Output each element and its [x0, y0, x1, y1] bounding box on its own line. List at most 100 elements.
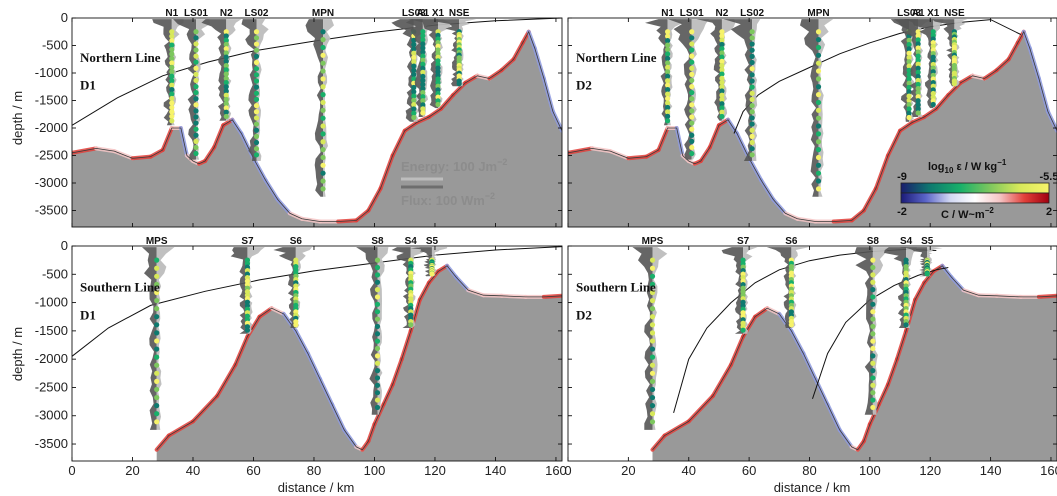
dissipation-point: [320, 123, 326, 129]
dissipation-point: [223, 71, 229, 77]
dissipation-point: [915, 61, 921, 67]
dissipation-point: [689, 144, 695, 151]
dissipation-point: [169, 91, 175, 97]
station-label: S8: [867, 236, 880, 247]
y-tick-label: -2000: [35, 120, 68, 135]
dissipation-point: [924, 271, 930, 277]
station-profile-ls02: [723, 19, 761, 161]
x-tick-label: 40: [186, 463, 200, 478]
dissipation-point: [815, 99, 822, 106]
dissipation-point: [665, 64, 671, 70]
dissipation-point: [193, 53, 199, 59]
dissipation-point: [223, 67, 229, 73]
dissipation-point: [253, 103, 260, 109]
dissipation-point: [749, 146, 755, 152]
dissipation-point: [223, 109, 229, 115]
dissipation-point: [169, 46, 175, 53]
dissipation-point: [815, 44, 822, 51]
station-profile-ls02: [241, 19, 269, 161]
dissipation-point: [649, 289, 656, 296]
dissipation-point: [420, 106, 426, 112]
station-profile-s8: [356, 247, 389, 415]
dissipation-point: [435, 72, 441, 78]
flux-profile: [273, 247, 296, 329]
x-tick-label: 100: [364, 463, 386, 478]
dissipation-point: [749, 109, 755, 115]
station-profile-nse: [435, 19, 477, 87]
station-profile-x1: [408, 19, 451, 109]
dissipation-point: [253, 35, 260, 41]
dissipation-point: [915, 81, 921, 88]
dissipation-point: [870, 264, 876, 271]
axes-nl-d2: [567, 17, 1057, 228]
dissipation-point: [649, 370, 656, 376]
dissipation-point: [719, 71, 725, 77]
energy-profile: [156, 247, 175, 430]
dissipation-point: [420, 85, 426, 92]
dissipation-point: [435, 83, 441, 89]
dissipation-point: [169, 42, 175, 48]
station-profile-a1: [405, 19, 440, 118]
dissipation-point: [930, 83, 936, 89]
station-label: LS03: [897, 8, 921, 19]
colorbar-group: log10 ε / W kg−1 -9 -5.5 -2 2 C / W~m−2: [897, 158, 1057, 221]
dissipation-point: [665, 82, 671, 88]
station-profile-mpn: [305, 19, 334, 197]
x-tick-label: 100: [859, 463, 881, 478]
flux-profile: [152, 19, 172, 126]
dissipation-point: [749, 139, 755, 146]
dissipation-point: [223, 37, 229, 43]
dissipation-point: [689, 83, 695, 90]
dissipation-point: [420, 102, 426, 108]
dissipation-point: [411, 46, 417, 52]
dissipation-point: [154, 289, 160, 296]
bathymetry-outline: [72, 30, 562, 222]
dissipation-point: [374, 360, 381, 366]
dissipation-point: [253, 127, 260, 133]
bathymetry-outline: [568, 30, 1057, 222]
energy-profile: [323, 19, 334, 197]
dissipation-point: [906, 37, 912, 43]
y-tick-label: 0: [61, 238, 68, 253]
dissipation-point: [815, 107, 822, 113]
dissipation-point: [915, 94, 921, 100]
conversion-colorbar-min: -2: [897, 206, 907, 218]
dissipation-point: [435, 90, 441, 97]
energy-profile: [818, 19, 834, 197]
dissipation-point: [223, 113, 229, 120]
dissipation-point: [870, 404, 876, 411]
dissipation-point: [253, 84, 260, 90]
y-tick-label: -2500: [35, 148, 68, 163]
dissipation-point: [930, 47, 936, 53]
dissipation-point: [411, 106, 417, 112]
epsilon-title-exp: −1: [997, 158, 1007, 167]
dissipation-point: [420, 90, 426, 96]
dissipation-point: [930, 80, 936, 86]
dissipation-point: [870, 294, 876, 300]
dissipation-point: [903, 322, 909, 328]
dissipation-point: [906, 42, 912, 48]
dissipation-point: [223, 41, 229, 48]
dissipation-point: [870, 390, 876, 396]
dissipation-point: [435, 43, 441, 49]
y-tick-label: -3000: [35, 175, 68, 190]
dissipation-point: [665, 100, 671, 106]
epsilon-colorbar-max: -5.5: [1040, 171, 1057, 183]
dissipation-point: [815, 186, 822, 192]
flux-profile: [142, 247, 157, 430]
dissipation-point: [749, 78, 755, 84]
dissipation-point: [815, 139, 822, 145]
y-tick-label: -2000: [35, 351, 68, 366]
dissipation-point: [420, 41, 426, 47]
y-axis-title-bottom: depth / m: [10, 327, 25, 381]
dissipation-point: [719, 37, 725, 43]
station-label: LS01: [184, 8, 208, 19]
dissipation-point: [665, 51, 671, 57]
station-profile-a1: [894, 19, 935, 118]
dissipation-point: [749, 127, 755, 133]
dissipation-point: [169, 104, 175, 111]
dissipation-point: [320, 44, 326, 51]
flux-scale-label: Flux: 100 Wm−2: [401, 191, 495, 208]
dissipation-point: [930, 36, 936, 42]
